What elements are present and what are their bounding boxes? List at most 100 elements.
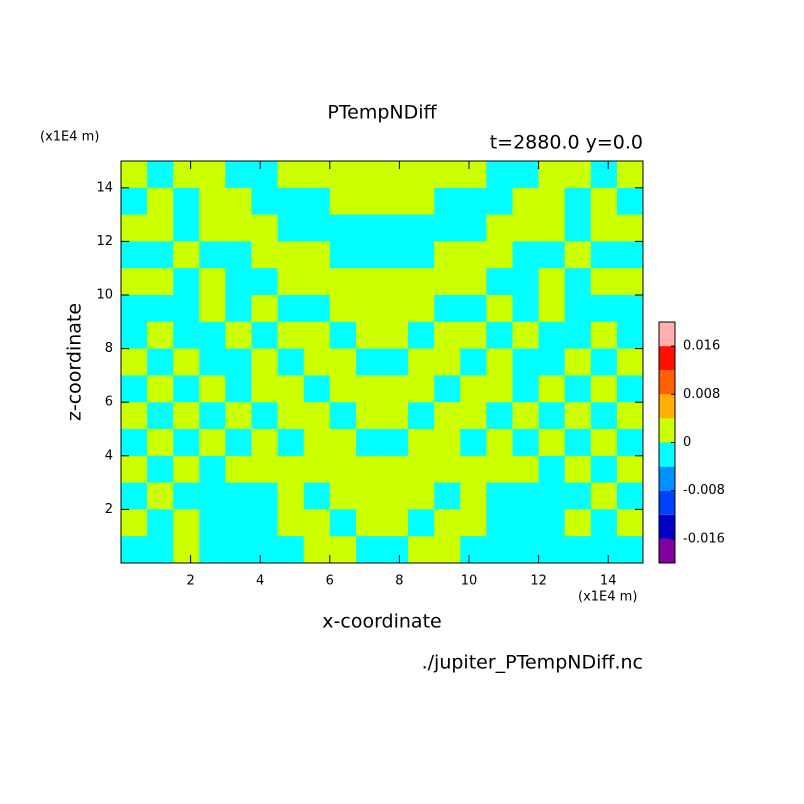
contour-cell	[408, 375, 435, 403]
contour-cell	[434, 482, 461, 510]
contour-cell	[251, 187, 279, 216]
contour-cell	[616, 402, 644, 430]
contour-cell	[329, 429, 357, 457]
contour-cell	[486, 402, 513, 430]
contour-cell	[460, 509, 487, 537]
contour-cell	[329, 161, 357, 189]
contour-cell	[121, 187, 148, 216]
colorbar-swatch	[659, 466, 675, 491]
y-tick-label: 2	[105, 502, 113, 517]
contour-cell	[173, 268, 200, 296]
contour-cell	[303, 455, 331, 484]
contour-cell	[277, 348, 305, 376]
contour-cell	[355, 402, 383, 430]
colorbar-swatch	[659, 490, 675, 515]
contour-cell	[147, 455, 174, 484]
contour-cell	[303, 429, 331, 457]
contour-cell	[173, 295, 200, 323]
colorbar-swatch	[659, 538, 675, 563]
contour-cell	[408, 268, 435, 296]
contour-cell	[173, 375, 200, 403]
contour-cell	[303, 482, 331, 510]
contour-cell	[225, 268, 252, 296]
colorbar-swatch	[659, 322, 675, 347]
contour-cell	[408, 455, 435, 484]
contour-cell	[251, 375, 279, 403]
contour-cell	[225, 241, 252, 269]
contour-cell	[512, 455, 540, 484]
contour-cell	[590, 214, 618, 242]
contour-cell	[199, 241, 226, 269]
contour-cell	[251, 161, 279, 189]
contour-cell	[460, 455, 487, 484]
contour-cell	[329, 375, 357, 403]
contour-cell	[251, 295, 279, 323]
contour-cell	[590, 509, 618, 537]
contour-cell	[460, 429, 487, 457]
contour-cell	[121, 241, 148, 269]
contour-cell	[329, 402, 357, 430]
contour-cell	[329, 295, 357, 323]
contour-cell	[355, 187, 383, 216]
contour-cell	[538, 268, 566, 296]
contour-cell	[616, 241, 644, 269]
contour-cell	[564, 268, 592, 296]
contour-cell	[590, 295, 618, 323]
contour-cell	[199, 509, 226, 537]
contour-cell	[460, 536, 487, 564]
contour-cell	[225, 321, 252, 350]
source-file: ./jupiter_PTempNDiff.nc	[422, 652, 643, 674]
contour-cell	[512, 402, 540, 430]
contour-cell	[199, 295, 226, 323]
contour-cell	[303, 241, 331, 269]
contour-cell	[538, 536, 566, 564]
contour-cell	[434, 348, 461, 376]
x-axis-label: x-coordinate	[322, 611, 441, 633]
contour-cell	[173, 482, 200, 510]
contour-cell	[408, 321, 435, 350]
contour-cell	[121, 268, 148, 296]
contour-cell	[512, 375, 540, 403]
contour-cell	[538, 295, 566, 323]
contour-cell	[277, 536, 305, 564]
contour-cell	[147, 241, 174, 269]
contour-cell	[329, 455, 357, 484]
contour-cell	[590, 429, 618, 457]
colorbar-tick-label: 0	[683, 435, 691, 450]
contour-cell	[564, 187, 592, 216]
x-tick-label: 14	[600, 574, 617, 589]
contour-cell	[303, 161, 331, 189]
contour-cell	[277, 214, 305, 242]
x-tick-label: 4	[256, 574, 264, 589]
contour-cell	[173, 214, 200, 242]
contour-cell	[199, 214, 226, 242]
contour-cell	[512, 161, 540, 189]
contour-cell	[147, 295, 174, 323]
contour-cell	[538, 187, 566, 216]
contour-cell	[225, 295, 252, 323]
contour-cell	[512, 268, 540, 296]
contour-cell	[512, 429, 540, 457]
contour-cell	[121, 161, 148, 189]
contour-cell	[121, 321, 148, 350]
contour-cell	[355, 268, 383, 296]
contour-cell	[225, 214, 252, 242]
contour-cell	[460, 268, 487, 296]
contour-cell	[147, 429, 174, 457]
contour-cell	[199, 348, 226, 376]
contour-cell	[564, 375, 592, 403]
contour-cell	[225, 187, 252, 216]
contour-cell	[408, 295, 435, 323]
contour-cell	[538, 321, 566, 350]
contour-cell	[616, 295, 644, 323]
y-unit: (x1E4 m)	[40, 130, 99, 145]
contour-cell	[251, 402, 279, 430]
contour-cell	[251, 241, 279, 269]
contour-cell	[538, 482, 566, 510]
contour-cell	[616, 348, 644, 376]
contour-cell	[173, 241, 200, 269]
contour-cell	[199, 375, 226, 403]
contour-cell	[486, 429, 513, 457]
contour-cell	[616, 187, 644, 216]
x-tick-label: 2	[186, 574, 194, 589]
